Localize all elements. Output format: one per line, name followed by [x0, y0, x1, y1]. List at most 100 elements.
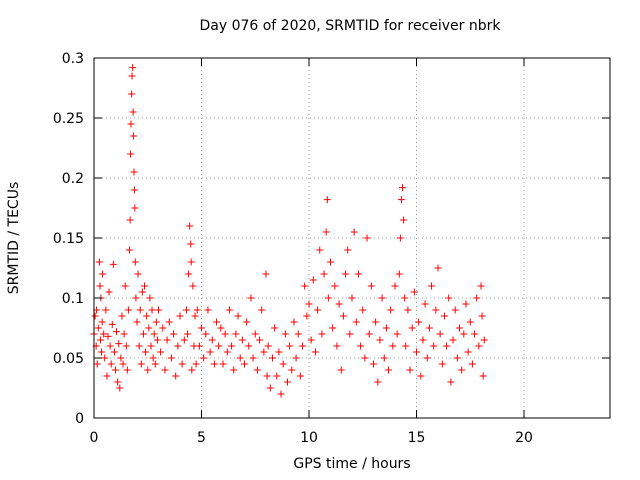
data-point — [393, 330, 401, 338]
data-point — [311, 348, 319, 356]
data-point — [192, 360, 200, 368]
data-point — [136, 306, 144, 314]
data-point — [443, 342, 451, 350]
data-point — [374, 378, 382, 386]
data-point — [145, 324, 153, 332]
data-point — [251, 330, 259, 338]
data-point — [118, 312, 126, 320]
data-point — [337, 366, 345, 374]
data-point — [329, 324, 337, 332]
data-point — [98, 318, 106, 326]
data-point — [331, 282, 339, 290]
data-point — [147, 342, 155, 350]
data-point — [135, 342, 143, 350]
grid — [93, 57, 610, 419]
data-point — [262, 270, 270, 278]
data-point — [256, 336, 264, 344]
x-tick-label: 20 — [515, 430, 533, 446]
y-tick-label: 0.2 — [62, 171, 84, 187]
data-point — [129, 108, 137, 116]
data-point — [134, 270, 142, 278]
data-point — [142, 348, 150, 356]
x-tick-label: 15 — [408, 430, 426, 446]
data-point — [425, 324, 433, 332]
data-point — [292, 354, 300, 362]
data-point — [200, 354, 208, 362]
data-point — [243, 318, 251, 326]
data-point — [138, 288, 146, 296]
data-point — [119, 360, 127, 368]
data-point — [421, 300, 429, 308]
data-point — [198, 324, 205, 332]
data-point — [314, 306, 322, 314]
data-point — [309, 276, 317, 284]
data-point — [91, 312, 99, 320]
data-point — [101, 354, 109, 362]
data-point — [284, 378, 291, 386]
data-points — [90, 64, 488, 398]
data-point — [161, 366, 169, 374]
data-point — [460, 330, 468, 338]
data-point — [397, 196, 405, 204]
data-point — [324, 294, 332, 302]
data-point — [208, 336, 216, 344]
data-point — [430, 342, 438, 350]
data-point — [451, 306, 459, 314]
data-point — [210, 360, 218, 368]
data-point — [131, 204, 139, 212]
data-point — [305, 300, 313, 308]
data-point — [249, 354, 257, 362]
data-point — [152, 318, 160, 326]
data-point — [271, 324, 279, 332]
data-point — [365, 330, 373, 338]
data-point — [182, 306, 190, 314]
data-point — [113, 328, 121, 336]
data-point — [127, 150, 135, 158]
data-point — [342, 270, 350, 278]
data-point — [125, 246, 133, 254]
data-point — [473, 294, 481, 302]
data-point — [404, 306, 412, 314]
data-point — [238, 336, 246, 344]
data-point — [419, 336, 427, 344]
data-point — [363, 234, 371, 242]
data-point — [453, 354, 461, 362]
data-point — [99, 270, 107, 278]
y-tick-label: 0.15 — [53, 231, 84, 247]
data-point — [105, 288, 113, 296]
data-point — [241, 360, 248, 368]
data-point — [382, 324, 390, 332]
tick-labels: 0 5 10 15 20 0 0.05 0.1 0.15 0.2 0.25 0.3 — [53, 51, 533, 446]
data-point — [176, 312, 184, 320]
data-point — [258, 306, 266, 314]
data-point — [480, 336, 488, 344]
data-point — [253, 366, 261, 374]
data-point — [462, 300, 470, 308]
data-point — [130, 132, 138, 140]
data-point — [327, 258, 334, 266]
data-point — [322, 228, 330, 236]
data-point — [234, 312, 242, 320]
data-point — [449, 336, 457, 344]
data-point — [399, 184, 407, 192]
data-point — [307, 336, 315, 344]
data-point — [149, 354, 157, 362]
data-point — [423, 354, 431, 362]
data-point — [352, 318, 360, 326]
data-point — [286, 342, 294, 350]
data-point — [132, 294, 140, 302]
data-point — [299, 342, 307, 350]
axis-ticks — [93, 57, 610, 419]
data-point — [213, 318, 221, 326]
data-point — [167, 354, 175, 362]
data-point — [344, 246, 352, 254]
data-point — [350, 228, 358, 236]
data-point — [127, 120, 135, 128]
data-point — [93, 360, 101, 368]
data-point — [165, 318, 173, 326]
data-point — [389, 342, 397, 350]
data-point — [121, 282, 129, 290]
data-point — [139, 330, 147, 338]
data-point — [106, 342, 114, 350]
data-point — [477, 282, 485, 290]
